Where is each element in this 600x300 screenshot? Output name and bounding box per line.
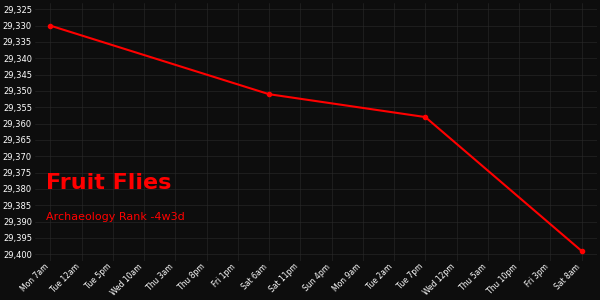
Text: Archaeology Rank -4w3d: Archaeology Rank -4w3d: [46, 212, 185, 222]
Text: Fruit Flies: Fruit Flies: [46, 173, 172, 194]
